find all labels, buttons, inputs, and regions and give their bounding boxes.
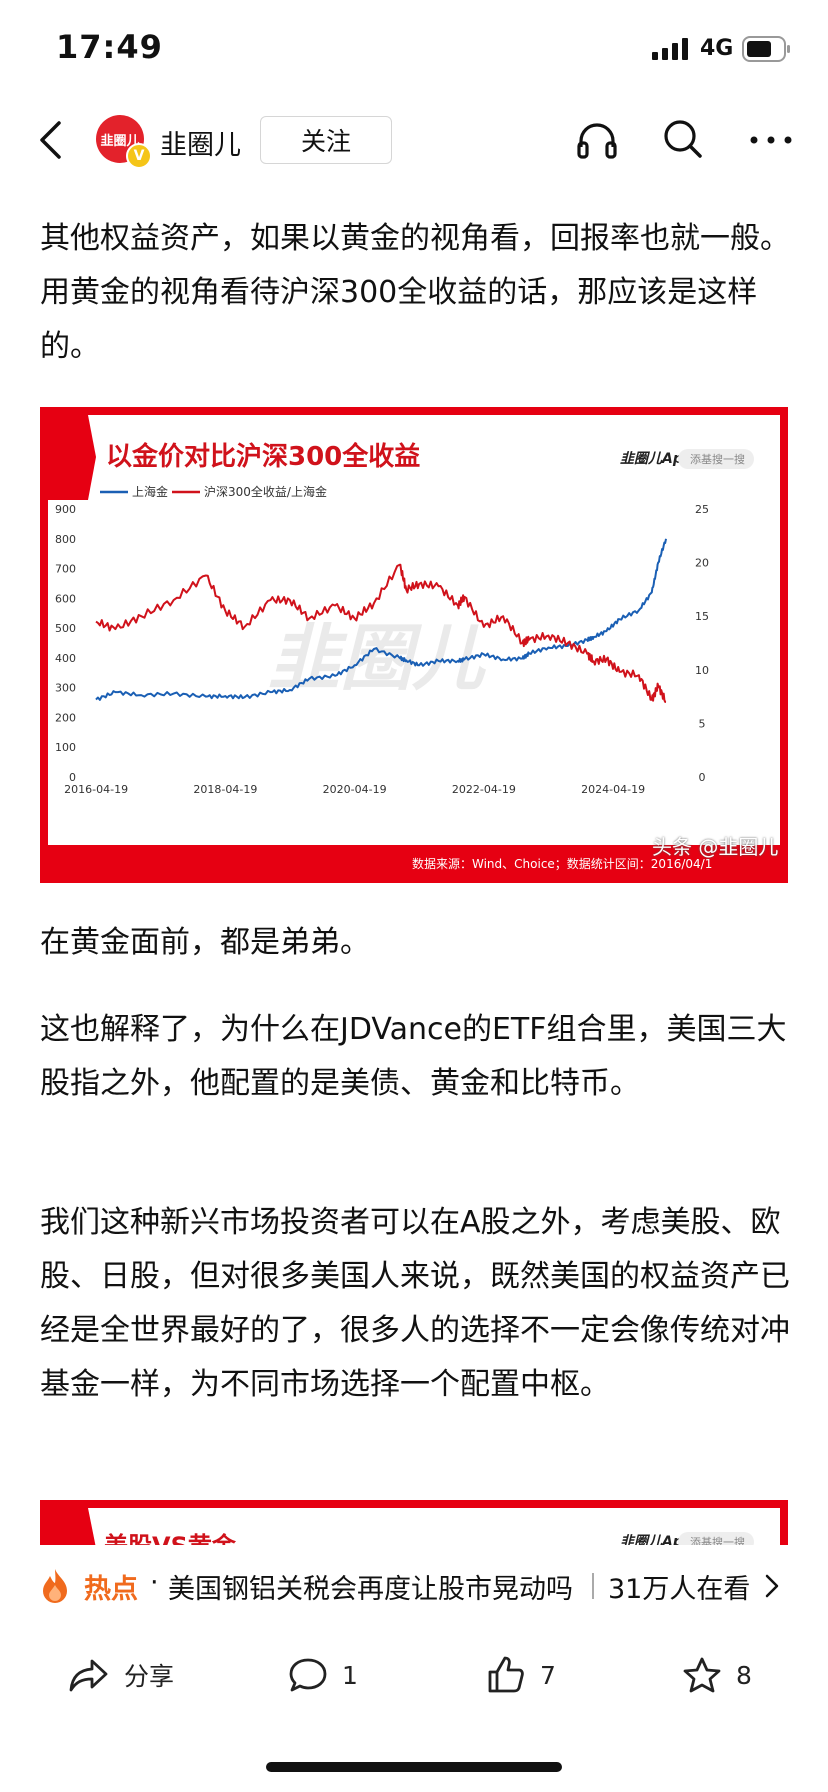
y-left-tick-label: 0: [69, 771, 76, 784]
back-button[interactable]: [30, 118, 70, 162]
y-right-tick-label: 20: [695, 557, 709, 570]
chart-series: [95, 538, 667, 703]
x-tick-label: 2024-04-19: [581, 783, 645, 796]
hot-divider: [592, 1573, 594, 1599]
more-button[interactable]: [746, 118, 796, 162]
follow-button[interactable]: 关注: [260, 116, 392, 164]
headphones-icon: [577, 123, 617, 159]
favorite-count: 8: [736, 1660, 752, 1690]
article-paragraph-3: 这也解释了，为什么在JDVance的ETF组合里，美国三大股指之外，他配置的是美…: [40, 1012, 787, 1101]
more-dots-icon: [750, 136, 792, 144]
chart-title: 以金价对比沪深300全收益: [106, 441, 420, 472]
account-name[interactable]: 韭圈儿: [160, 130, 241, 161]
hot-label: 热点: [84, 1574, 138, 1605]
title-ribbon-tip: [88, 415, 96, 500]
toutiao-watermark: 头条 @韭圈儿: [652, 835, 779, 859]
hot-viewers: 31万人在看: [608, 1574, 751, 1605]
y-right-tick-label: 5: [699, 717, 706, 730]
search-icon: [664, 120, 702, 158]
y-left-tick-label: 200: [55, 711, 76, 724]
y-left-tick-label: 500: [55, 622, 76, 635]
legend-label-gold: 上海金: [132, 484, 168, 499]
thumbs-up-icon: [488, 1656, 524, 1693]
y-right-tick-label: 15: [695, 610, 709, 623]
chart-footer: 数据来源：Wind、Choice；数据统计区间：2016/04/19-2025/…: [40, 835, 788, 883]
series-line-ratio: [95, 563, 667, 703]
signal-icon: [652, 38, 692, 64]
y-right-tick-label: 10: [695, 664, 709, 677]
chart-watermark: 韭圈儿: [268, 616, 487, 700]
listen-button[interactable]: [572, 114, 622, 164]
comment-icon: [289, 1658, 327, 1692]
title-ribbon: [48, 415, 88, 500]
verified-badge: V: [126, 143, 152, 169]
network-type: 4G: [700, 36, 734, 61]
like-count: 7: [540, 1660, 556, 1690]
share-icon: [69, 1659, 108, 1692]
y-left-tick-label: 900: [55, 503, 76, 516]
y-left-tick-label: 400: [55, 652, 76, 665]
like-button[interactable]: 7: [486, 1650, 556, 1700]
x-tick-label: 2016-04-19: [64, 783, 128, 796]
chart-search-pill: [678, 449, 754, 469]
chart-canvas: 以金价对比沪深300全收益 韭圈儿App 添基搜一搜 上海金 沪深300全收益/…: [48, 415, 780, 845]
x-tick-label: 2022-04-19: [452, 783, 516, 796]
article-paragraph-1: 其他权益资产，如果以黄金的视角看，回报率也就一般。用黄金的视角看待沪深300全收…: [40, 221, 790, 364]
star-icon: [683, 1657, 721, 1693]
article-paragraph-4: 我们这种新兴市场投资者可以在A股之外，考虑美股、欧股、日股，但对很多美国人来说，…: [40, 1205, 790, 1402]
y-left-tick-label: 600: [55, 592, 76, 605]
chart-image-gold-vs-csi300[interactable]: 以金价对比沪深300全收益 韭圈儿App 添基搜一搜 上海金 沪深300全收益/…: [40, 407, 788, 883]
article-paragraph-2: 在黄金面前，都是弟弟。: [40, 925, 370, 960]
hot-topic-bar[interactable]: 热点 · 美国钢铝关税会再度让股市晃动吗 31万人在看: [0, 1545, 828, 1625]
chart-axes: 9008007006005004003002001000252015105020…: [55, 503, 709, 796]
favorite-button[interactable]: 8: [682, 1650, 752, 1700]
chart-search-hint: 添基搜一搜: [690, 452, 745, 466]
status-time: 17:49: [56, 28, 163, 66]
y-left-tick-label: 100: [55, 741, 76, 754]
search-button[interactable]: [658, 114, 708, 164]
hot-separator: ·: [150, 1567, 159, 1598]
chevron-left-icon: [40, 121, 61, 159]
comment-button[interactable]: 1: [288, 1650, 358, 1700]
hot-headline[interactable]: 美国钢铝关税会再度让股市晃动吗: [168, 1574, 573, 1605]
chart-svg: 以金价对比沪深300全收益 韭圈儿App 添基搜一搜 上海金 沪深300全收益/…: [48, 415, 754, 796]
flame-icon: [43, 1569, 67, 1603]
chart-brand-logo: 韭圈儿App: [620, 451, 693, 467]
y-left-tick-label: 300: [55, 682, 76, 695]
share-label: 分享: [124, 1662, 175, 1691]
legend-label-ratio: 沪深300全收益/上海金: [204, 484, 327, 499]
battery-icon: [742, 36, 792, 66]
comment-count: 1: [342, 1660, 358, 1690]
chevron-right-icon: [765, 1574, 779, 1598]
x-tick-label: 2020-04-19: [323, 783, 387, 796]
x-tick-label: 2018-04-19: [193, 783, 257, 796]
series-line-gold: [95, 538, 667, 701]
y-left-tick-label: 800: [55, 533, 76, 546]
share-button[interactable]: 分享: [68, 1650, 174, 1700]
y-right-tick-label: 25: [695, 503, 709, 516]
y-right-tick-label: 0: [699, 771, 706, 784]
chart-source-note: 数据来源：Wind、Choice；数据统计区间：2016/04/19-2025/…: [412, 857, 712, 871]
home-indicator: [266, 1762, 562, 1772]
y-left-tick-label: 700: [55, 563, 76, 576]
